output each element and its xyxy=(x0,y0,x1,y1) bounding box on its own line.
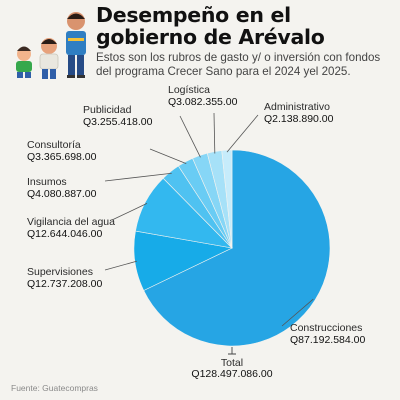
pie-slices xyxy=(133,149,331,347)
subtitle-line-2: del programa Crecer Sano para el 2024 ye… xyxy=(96,65,351,78)
slice-label-0: Construcciones xyxy=(290,322,362,334)
children-illustration xyxy=(16,12,86,79)
slice-value-4: Q3.365.698.00 xyxy=(27,151,97,163)
slice-value-7: Q2.138.890.00 xyxy=(264,113,334,125)
child-tall-icon xyxy=(66,12,86,78)
title-line-2: gobierno de Arévalo xyxy=(96,25,325,49)
source-note: Fuente: Guatecompras xyxy=(11,383,98,393)
page-title: Desempeño en el gobierno de Arévalo xyxy=(96,4,396,48)
page-subtitle: Estos son los rubros de gasto y/ o inver… xyxy=(96,51,396,79)
slice-value-0: Q87.192.584.00 xyxy=(290,334,365,346)
child-small-icon xyxy=(16,46,32,78)
slice-label-6: Logística xyxy=(168,84,210,96)
title-line-1: Desempeño en el xyxy=(96,3,291,27)
slice-label-2: Vigilancia del agua xyxy=(27,216,115,228)
slice-label-5: Publicidad xyxy=(83,104,132,116)
slice-label-7: Administrativo xyxy=(264,101,330,113)
slice-label-4: Consultoría xyxy=(27,139,81,151)
slice-value-5: Q3.255.418.00 xyxy=(83,116,153,128)
leader-line-1 xyxy=(104,260,138,271)
leader-line-7 xyxy=(226,114,259,153)
subtitle-line-1: Estos son los rubros de gasto y/ o inver… xyxy=(96,51,381,64)
slice-label-3: Insumos xyxy=(27,176,67,188)
slice-value-2: Q12.644.046.00 xyxy=(27,228,102,240)
leader-line-2 xyxy=(111,203,148,221)
total-marker xyxy=(228,347,236,355)
leader-line-5 xyxy=(179,115,201,158)
pie-slice-0 xyxy=(143,149,331,347)
leader-line-6 xyxy=(213,112,216,154)
leader-line-3 xyxy=(104,172,172,182)
total-label: Total xyxy=(221,357,243,369)
slice-value-1: Q12.737.208.00 xyxy=(27,278,102,290)
leader-line-0 xyxy=(281,298,314,327)
slice-value-6: Q3.082.355.00 xyxy=(168,96,238,108)
leader-line-4 xyxy=(149,148,187,164)
pie-slice-7 xyxy=(221,149,233,249)
slice-label-1: Supervisiones xyxy=(27,266,93,278)
child-middle-icon xyxy=(39,38,59,79)
leader-lines xyxy=(104,112,314,355)
slice-value-3: Q4.080.887.00 xyxy=(27,188,97,200)
total-value: Q128.497.086.00 xyxy=(191,368,272,380)
